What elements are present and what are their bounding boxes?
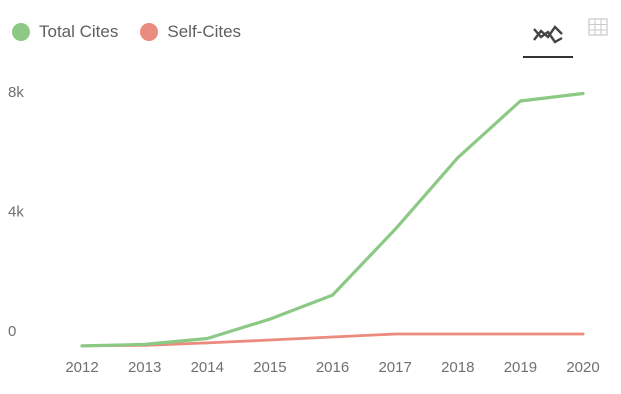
x-tick-label: 2013: [128, 359, 161, 376]
data-point-self-cites-2018[interactable]: [456, 332, 460, 336]
x-tick-label: 2014: [191, 359, 224, 376]
data-point-total-cites-2020[interactable]: [581, 92, 585, 95]
data-point-total-cites-2016[interactable]: [331, 293, 334, 297]
x-tick-label: 2016: [316, 359, 349, 376]
x-tick-label: 2019: [504, 359, 537, 376]
data-point-self-cites-2014[interactable]: [205, 341, 209, 345]
table-view-button[interactable]: [587, 12, 609, 42]
y-axis: 8k 4k 0: [8, 84, 24, 340]
legend-swatch-total-cites: [12, 23, 30, 41]
data-point-total-cites-2017[interactable]: [393, 228, 397, 231]
line-chart-view-button[interactable]: [523, 12, 573, 58]
legend-item-self-cites[interactable]: Self-Cites: [140, 22, 241, 42]
data-point-self-cites-2015[interactable]: [268, 338, 272, 342]
legend-label-total-cites: Total Cites: [39, 22, 119, 41]
legend-swatch-self-cites: [140, 23, 159, 41]
x-tick-label: 2020: [566, 359, 599, 376]
data-point-self-cites-2017[interactable]: [393, 332, 397, 336]
data-point-total-cites-2013[interactable]: [143, 343, 147, 346]
chart-legend: Total Cites Self-Cites: [12, 22, 241, 42]
data-point-self-cites-2020[interactable]: [581, 332, 585, 336]
y-tick-label: 8k: [8, 84, 24, 101]
x-tick-label: 2017: [378, 359, 411, 376]
x-tick-label: 2018: [441, 359, 474, 376]
table-grid-icon: [588, 18, 608, 36]
legend-label-self-cites: Self-Cites: [167, 22, 242, 41]
x-tick-label: 2015: [253, 359, 286, 376]
chart-series: [80, 91, 585, 348]
y-tick-label: 4k: [8, 204, 24, 221]
data-point-total-cites-2019[interactable]: [518, 99, 522, 103]
x-axis: 2012 2013 2014 2015 2016 2017 2018 2019 2020: [65, 359, 599, 376]
chart-view-toggle: [523, 12, 609, 58]
data-point-total-cites-2014[interactable]: [205, 337, 209, 340]
data-point-self-cites-2016[interactable]: [331, 335, 334, 339]
data-point-total-cites-2015[interactable]: [268, 317, 272, 321]
legend-item-total-cites[interactable]: Total Cites: [12, 22, 118, 42]
data-point-self-cites-2019[interactable]: [518, 332, 522, 336]
y-tick-label: 0: [8, 323, 16, 340]
data-point-total-cites-2012[interactable]: [80, 344, 84, 348]
x-tick-label: 2012: [65, 359, 98, 376]
series-line-total-cites[interactable]: [80, 91, 585, 348]
data-point-total-cites-2018[interactable]: [456, 156, 460, 160]
line-chart-icon: [533, 25, 563, 44]
